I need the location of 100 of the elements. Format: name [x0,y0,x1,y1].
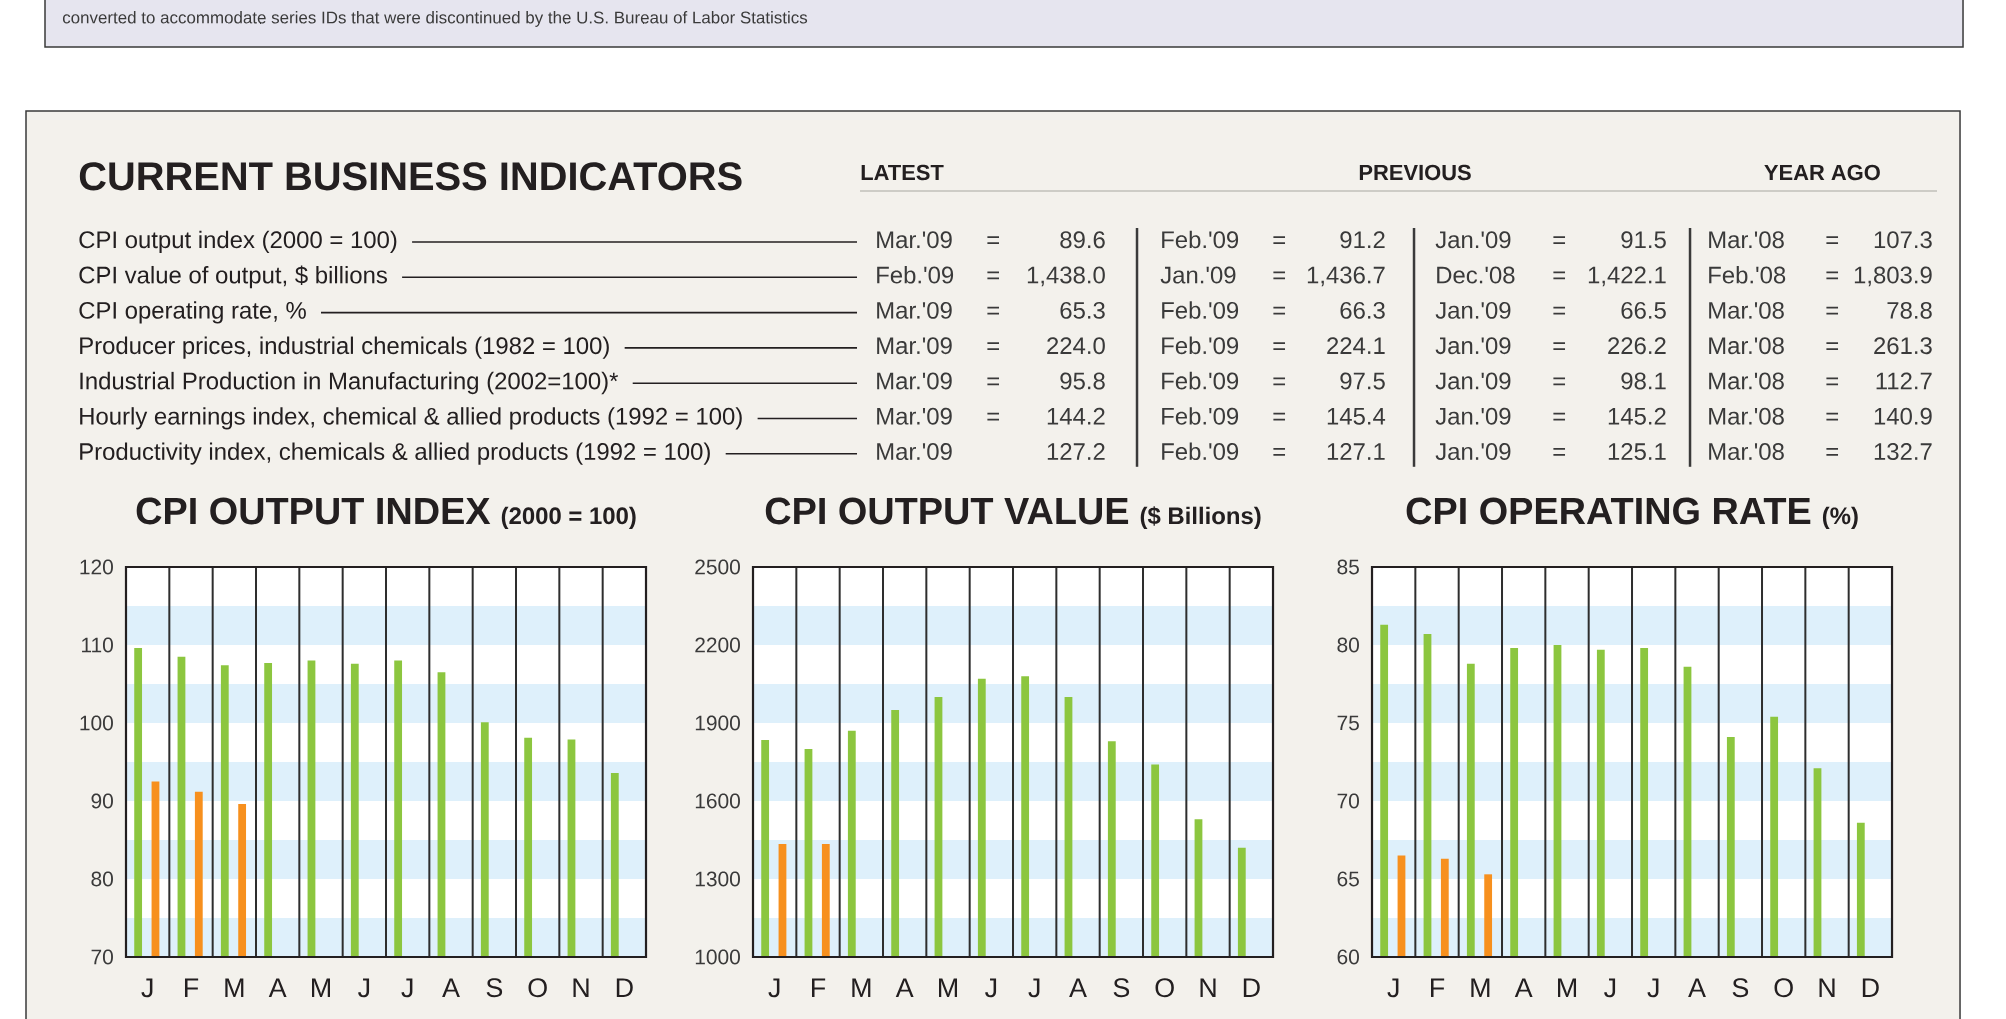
y-tick-label: 2200 [695,637,740,653]
text: Feb.'09 = [1162,407,1286,425]
text: 224.1 [1327,337,1385,354]
text: PREVIOUS [1359,164,1471,181]
text: converted to accommodate series IDs that were discontinued by the U.S. Bureau of Labor Statistics [62,11,808,27]
y-tick-label: 75 [1337,715,1359,731]
x-tick-label: S [1113,978,1130,998]
text: 132.7 [1874,443,1932,461]
text: CPI operating rate, % [79,301,306,324]
text: Mar.'09 = [877,231,1000,249]
x-tick-label: A [1069,978,1087,997]
text: Jan.'09 = [1435,443,1566,461]
text: 140.9 [1874,407,1932,425]
text: Jan.'09 = [1160,266,1286,284]
text: 1,422.1 [1588,266,1666,287]
x-tick-label: A [1514,978,1533,997]
chart-title: CPI OPERATING RATE [1406,497,1811,525]
x-tick-label: J [401,978,413,998]
y-tick-label: 60 [1337,949,1359,965]
text: Jan.'09 = [1435,337,1566,355]
x-tick-label: F [1431,978,1445,997]
text: 145.4 [1327,408,1386,425]
x-tick-label: A [895,978,914,997]
text: 66.3 [1340,301,1385,319]
text: Mar.'09 [877,443,952,461]
text: Jan.'09 = [1435,231,1566,249]
x-tick-label: O [1155,978,1174,998]
text: Jan.'09 = [1435,372,1566,390]
text: Hourly earnings index, chemical & allied products (1992 = 100) [80,407,742,430]
x-tick-label: A [442,978,460,997]
text: 98.1 [1621,372,1666,390]
text: Feb.'09 = [1162,442,1286,461]
x-tick-label: A [1688,978,1706,997]
x-tick-label: D [1862,978,1879,997]
text: 107.3 [1874,231,1932,249]
text: 89.6 [1060,231,1105,249]
text: Mar.'09 = [877,337,1000,355]
text: Jan.'09 = [1435,301,1566,319]
text: 145.2 [1608,407,1666,425]
x-tick-label: F [184,978,199,997]
text: LATEST [861,164,944,181]
y-tick-label: 1900 [695,715,740,731]
text: 127.1 [1327,443,1385,460]
text: 112.7 [1876,372,1932,390]
text: Feb.'09 = [877,265,1000,284]
x-tick-label: M [225,978,244,997]
text: Mar.'08 = [1709,443,1839,461]
x-tick-label: A [268,978,287,997]
text: Mar.'08 = [1709,231,1839,249]
x-tick-label: J [1028,978,1040,998]
x-tick-label: N [1200,978,1216,997]
chart-subtitle: (%) [1822,506,1858,529]
text: Feb.'09 = [1162,301,1286,319]
text: Feb.'09 = [1162,336,1286,355]
text: 1,436.7 [1307,266,1385,287]
x-tick-label: J [985,978,997,998]
y-tick-label: 1300 [695,871,740,887]
x-tick-label: D [1243,978,1260,997]
x-tick-label: M [1558,978,1577,997]
text: 261.3 [1874,337,1932,355]
text: Mar.'08 = [1709,372,1839,390]
text: 1,438.0 [1027,266,1105,287]
chart-title: CPI OUTPUT INDEX [136,497,491,525]
y-tick-label: 65 [1337,871,1359,887]
text: 91.2 [1340,231,1385,249]
x-tick-label: O [1774,978,1793,998]
x-tick-label: N [1819,978,1835,997]
chart-subtitle: (2000 = 100) [501,506,636,529]
y-tick-label: 1000 [695,949,740,965]
text: Mar.'09 = [877,407,1000,425]
text: Mar.'08 = [1709,407,1839,425]
text: 127.2 [1047,443,1105,460]
chart-subtitle: ($ Billions) [1140,506,1261,529]
text: 125.1 [1608,443,1666,461]
x-tick-label: M [1471,978,1490,997]
text: Mar.'08 = [1709,337,1839,355]
y-tick-label: 120 [80,559,113,575]
x-tick-label: N [573,978,589,997]
text: 1,803.9 [1854,266,1932,287]
text: YEAR AGO [1764,164,1880,181]
text: Mar.'08 = [1709,301,1839,319]
text: 144.2 [1047,407,1105,425]
y-tick-label: 90 [91,793,113,809]
x-tick-label: M [939,978,958,997]
text: CPI value of output, $ billions [79,265,387,289]
text: 226.2 [1608,337,1666,355]
y-tick-label: 2500 [695,559,740,575]
text: 224.0 [1047,337,1105,355]
x-tick-label: S [1732,978,1749,998]
x-tick-label: J [358,978,370,998]
x-tick-label: M [312,978,330,997]
y-tick-label: 80 [1337,637,1359,653]
text: Mar.'09 = [877,372,1000,390]
text: Feb.'08 = [1709,265,1839,284]
x-tick-label: J [1604,978,1616,998]
text: 91.5 [1621,231,1666,249]
text: 78.8 [1887,301,1932,319]
text: Industrial Production in Manufacturing (2002=100)* [80,371,619,395]
x-tick-label: M [852,978,871,997]
text: CPI output index (2000 = 100) [79,230,397,253]
